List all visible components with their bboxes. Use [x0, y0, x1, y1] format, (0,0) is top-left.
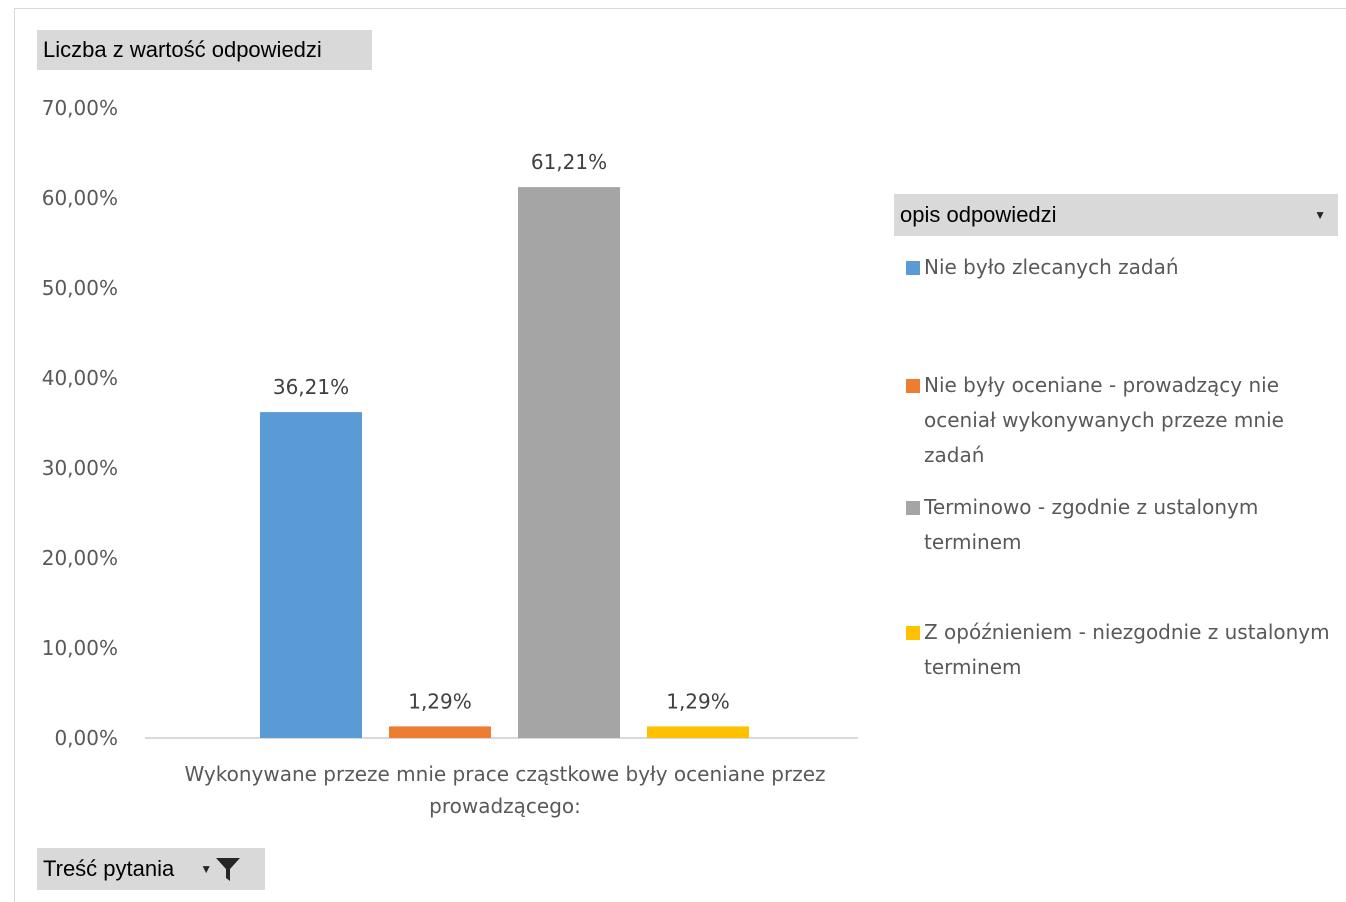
y-tick-label: 0,00% — [54, 726, 118, 750]
dropdown-arrow-icon[interactable]: ▼ — [1314, 208, 1326, 222]
values-field-button[interactable]: Liczba z wartość odpowiedzi — [37, 30, 372, 70]
legend-swatch-2 — [906, 501, 920, 515]
y-tick-label: 70,00% — [42, 96, 118, 120]
legend-field-button[interactable]: opis odpowiedzi ▼ — [894, 194, 1338, 236]
dropdown-arrow-icon: ▼ — [200, 862, 213, 876]
data-label-1: 1,29% — [408, 689, 472, 713]
legend-swatch-0 — [906, 261, 920, 275]
values-field-label: Liczba z wartość odpowiedzi — [43, 37, 322, 62]
y-tick-label: 20,00% — [42, 546, 118, 570]
y-tick-label: 50,00% — [42, 276, 118, 300]
chart-frame-left — [14, 8, 15, 902]
filter-control[interactable]: ▼ — [200, 855, 242, 883]
data-labels: 36,21% 1,29% 61,21% 1,29% — [273, 150, 730, 713]
legend-text-0: Nie było zlecanych zadań — [924, 255, 1179, 279]
data-label-3: 1,29% — [666, 689, 730, 713]
legend-item-3[interactable]: Z opóźnieniem - niezgodnie z ustalonym t… — [906, 615, 1346, 685]
legend-swatch-1 — [906, 379, 920, 393]
y-tick-label: 10,00% — [42, 636, 118, 660]
legend-text-3: Z opóźnieniem - niezgodnie z ustalonym t… — [924, 620, 1330, 679]
bar-3[interactable] — [647, 726, 749, 738]
chart-frame-top — [14, 8, 1346, 9]
legend-item-1[interactable]: Nie były oceniane - prowadzący nie oceni… — [906, 368, 1346, 473]
filter-icon — [216, 858, 241, 881]
bar-0[interactable] — [260, 412, 362, 738]
y-axis: 0,00% 10,00% 20,00% 30,00% 40,00% 50,00% 60,00… — [42, 96, 118, 750]
category-label: Wykonywane przeze mnie prace cząstkowe b… — [184, 762, 826, 818]
bar-2[interactable] — [518, 187, 620, 739]
bars — [260, 187, 749, 739]
legend-field-label: opis odpowiedzi — [900, 202, 1057, 227]
axis-field-label: Treść pytania — [43, 856, 175, 881]
bar-1[interactable] — [389, 726, 491, 738]
legend-item-0[interactable]: Nie było zlecanych zadań — [906, 250, 1346, 285]
legend-swatch-3 — [906, 626, 920, 640]
y-tick-label: 60,00% — [42, 186, 118, 210]
legend-text-2: Terminowo - zgodnie z ustalonym terminem — [924, 495, 1259, 554]
legend-item-2[interactable]: Terminowo - zgodnie z ustalonym terminem — [906, 490, 1346, 560]
data-label-2: 61,21% — [531, 150, 607, 174]
y-tick-label: 30,00% — [42, 456, 118, 480]
data-label-0: 36,21% — [273, 375, 349, 399]
y-tick-label: 40,00% — [42, 366, 118, 390]
legend-text-1: Nie były oceniane - prowadzący nie oceni… — [924, 373, 1284, 467]
axis-field-button[interactable]: Treść pytania ▼ — [37, 848, 265, 890]
